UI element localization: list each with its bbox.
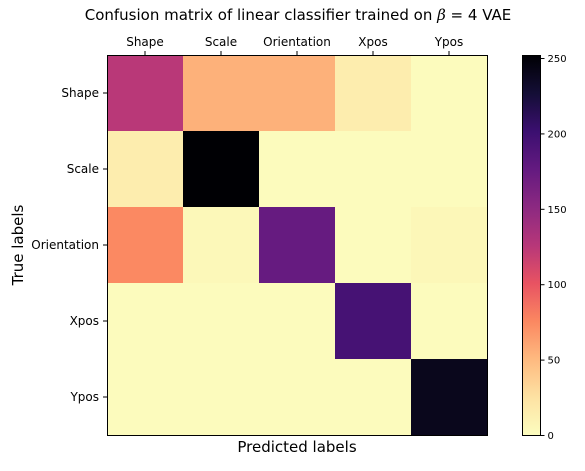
heatmap-cell-orientation-xpos bbox=[335, 207, 412, 284]
x-tick-label-xpos: Xpos bbox=[358, 35, 387, 49]
heatmap-cell-xpos-orientation bbox=[259, 283, 336, 360]
heatmap-cell-ypos-orientation bbox=[259, 359, 336, 436]
heatmap-cell-orientation-orientation bbox=[259, 207, 336, 284]
heatmap-cell-scale-shape bbox=[107, 131, 184, 208]
y-tick-label-scale: Scale bbox=[67, 162, 99, 176]
heatmap-cells bbox=[107, 55, 488, 436]
heatmap-cell-scale-ypos bbox=[411, 131, 488, 208]
heatmap-cell-xpos-scale bbox=[183, 283, 260, 360]
heatmap-cell-ypos-shape bbox=[107, 359, 184, 436]
y-tick-label-xpos: Xpos bbox=[70, 314, 99, 328]
heatmap-cell-scale-orientation bbox=[259, 131, 336, 208]
heatmap-cell-shape-scale bbox=[183, 55, 260, 132]
chart-title: Confusion matrix of linear classifier tr… bbox=[85, 6, 512, 24]
heatmap-cell-shape-ypos bbox=[411, 55, 488, 132]
heatmap-cell-shape-orientation bbox=[259, 55, 336, 132]
heatmap-cell-ypos-ypos bbox=[411, 359, 488, 436]
colorbar-tick-label: 250 bbox=[548, 54, 567, 65]
x-tick-label-orientation: Orientation bbox=[263, 35, 331, 49]
x-tick-label-shape: Shape bbox=[126, 35, 164, 49]
y-axis-label: True labels bbox=[9, 204, 27, 286]
colorbar: 0 50 100 150 200 250 bbox=[522, 54, 567, 442]
heatmap-cell-scale-xpos bbox=[335, 131, 412, 208]
heatmap-cell-scale-scale bbox=[183, 131, 260, 208]
y-axis-ticks: Shape Scale Orientation Xpos Ypos bbox=[31, 86, 107, 404]
heatmap-cell-orientation-scale bbox=[183, 207, 260, 284]
y-tick-label-orientation: Orientation bbox=[31, 238, 99, 252]
plot-frame bbox=[107, 55, 488, 436]
x-tick-label-ypos: Ypos bbox=[434, 35, 464, 49]
heatmap-cell-orientation-shape bbox=[107, 207, 184, 284]
colorbar-tick-label: 150 bbox=[548, 205, 567, 216]
colorbar-ticks: 0 50 100 150 200 250 bbox=[540, 54, 567, 442]
heatmap-cell-ypos-scale bbox=[183, 359, 260, 436]
chart-title-symbol: β bbox=[436, 6, 446, 24]
colorbar-tick-label: 100 bbox=[548, 280, 567, 291]
x-axis-label: Predicted labels bbox=[237, 438, 356, 456]
y-tick-label-shape: Shape bbox=[61, 86, 99, 100]
chart-title-prefix: Confusion matrix of linear classifier tr… bbox=[85, 6, 437, 24]
heatmap-cell-xpos-xpos bbox=[335, 283, 412, 360]
chart-title-suffix: = 4 VAE bbox=[446, 6, 511, 24]
colorbar-tick-label: 0 bbox=[548, 431, 554, 442]
heatmap-cell-xpos-shape bbox=[107, 283, 184, 360]
x-tick-label-scale: Scale bbox=[205, 35, 237, 49]
heatmap-cell-orientation-ypos bbox=[411, 207, 488, 284]
heatmap-cell-xpos-ypos bbox=[411, 283, 488, 360]
heatmap-cell-shape-shape bbox=[107, 55, 184, 132]
colorbar-tick-label: 50 bbox=[548, 356, 561, 367]
colorbar-tick-label: 200 bbox=[548, 129, 567, 140]
colorbar-gradient bbox=[522, 55, 541, 436]
x-axis-ticks: Shape Scale Orientation Xpos Ypos bbox=[126, 35, 463, 55]
y-tick-label-ypos: Ypos bbox=[69, 390, 99, 404]
heatmap-cell-shape-xpos bbox=[335, 55, 412, 132]
heatmap-cell-ypos-xpos bbox=[335, 359, 412, 436]
